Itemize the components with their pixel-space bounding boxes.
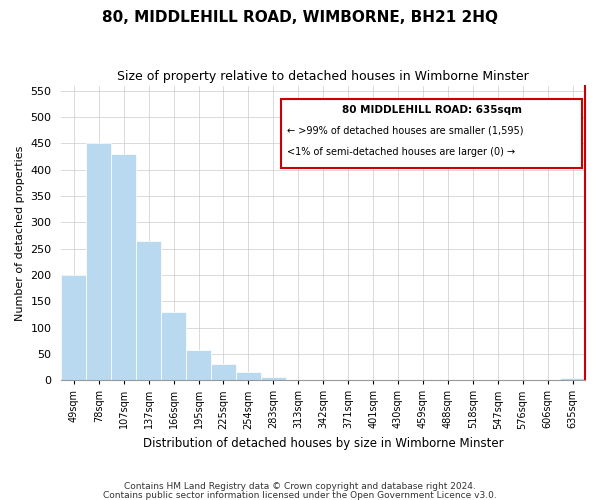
Bar: [161, 312, 186, 380]
Bar: [560, 378, 585, 380]
X-axis label: Distribution of detached houses by size in Wimborne Minster: Distribution of detached houses by size …: [143, 437, 503, 450]
Bar: [61, 275, 86, 380]
Text: Contains HM Land Registry data © Crown copyright and database right 2024.: Contains HM Land Registry data © Crown c…: [124, 482, 476, 491]
Text: 80, MIDDLEHILL ROAD, WIMBORNE, BH21 2HQ: 80, MIDDLEHILL ROAD, WIMBORNE, BH21 2HQ: [102, 10, 498, 25]
Bar: [211, 364, 236, 380]
Bar: [86, 144, 111, 380]
FancyBboxPatch shape: [281, 99, 583, 168]
Text: Contains public sector information licensed under the Open Government Licence v3: Contains public sector information licen…: [103, 490, 497, 500]
Y-axis label: Number of detached properties: Number of detached properties: [15, 145, 25, 320]
Text: ← >99% of detached houses are smaller (1,595): ← >99% of detached houses are smaller (1…: [287, 126, 523, 136]
Bar: [136, 240, 161, 380]
Text: 80 MIDDLEHILL ROAD: 635sqm: 80 MIDDLEHILL ROAD: 635sqm: [342, 104, 522, 115]
Bar: [236, 372, 261, 380]
Bar: [186, 350, 211, 380]
Title: Size of property relative to detached houses in Wimborne Minster: Size of property relative to detached ho…: [118, 70, 529, 83]
Bar: [261, 377, 286, 380]
Text: <1% of semi-detached houses are larger (0) →: <1% of semi-detached houses are larger (…: [287, 148, 515, 158]
Bar: [111, 154, 136, 380]
